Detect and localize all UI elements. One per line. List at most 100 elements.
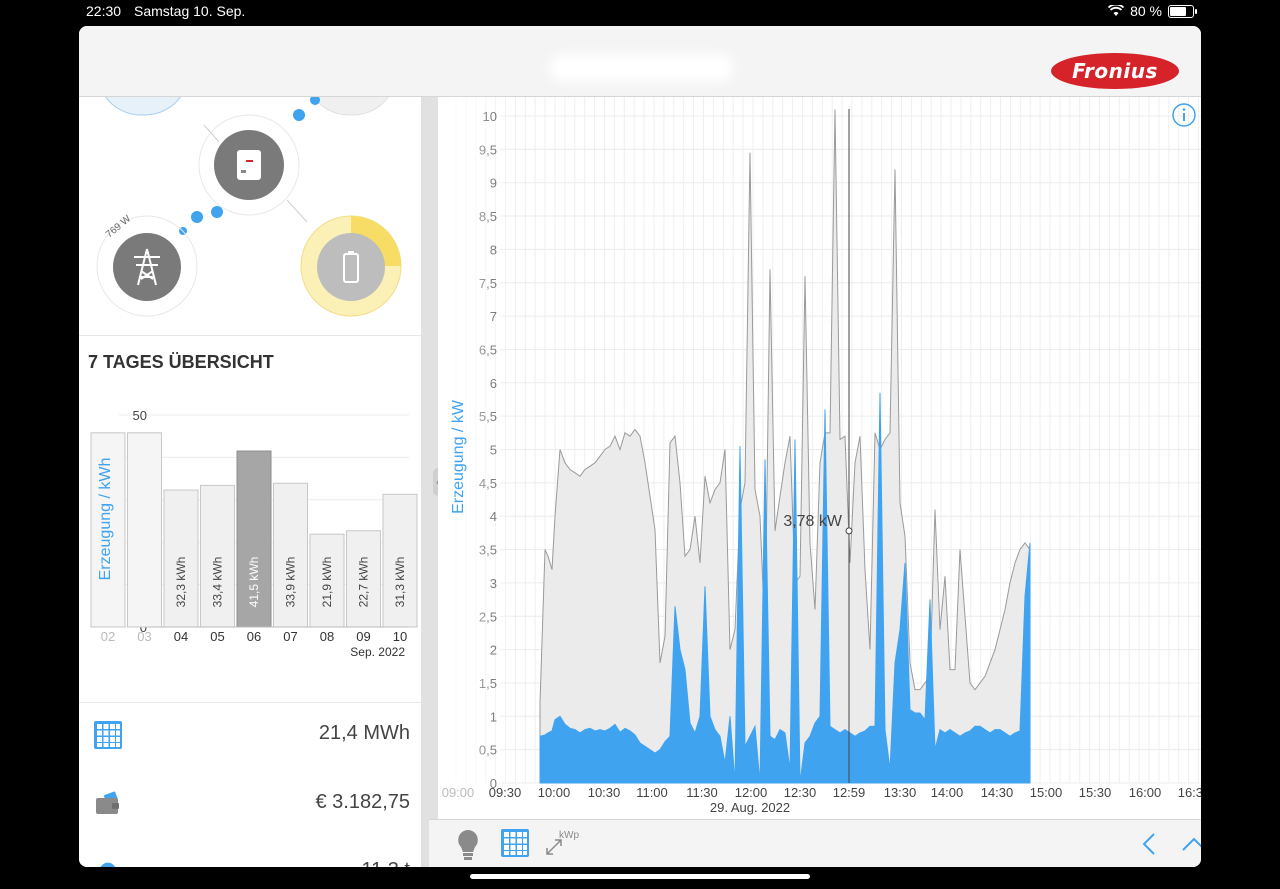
stat-savings-value: € 3.182,75 — [315, 791, 410, 813]
stat-row-energy: 21,4 MWh — [79, 702, 421, 770]
bar-x-tick: 08 — [320, 629, 334, 644]
bar-x-tick: 02 — [101, 629, 115, 644]
inverter-node[interactable] — [214, 130, 284, 200]
bar-month-label: Sep. 2022 — [350, 645, 405, 659]
left-panel: 769 W 7 TAGES ÜBERSICHT 0102030405002030… — [79, 97, 421, 867]
stat-co2-value: 11,3 t — [361, 859, 410, 867]
status-bar: 22:30 Samstag 10. Sep. 80 % — [0, 0, 1280, 22]
left-fade — [438, 97, 518, 819]
chart-x-tick: 16:00 — [1129, 785, 1162, 800]
chart-x-tick: 12:00 — [735, 785, 768, 800]
chart-x-tick: 10:00 — [538, 785, 571, 800]
bar-x-tick: 07 — [283, 629, 297, 644]
chart-x-tick: 09:30 — [489, 785, 522, 800]
stat-row-co2: CO 11,3 t — [79, 839, 421, 867]
overview-title: 7 TAGES ÜBERSICHT — [88, 352, 274, 372]
chart-x-tick: 14:30 — [981, 785, 1014, 800]
wifi-icon — [1108, 5, 1125, 16]
energy-flow[interactable]: 769 W — [79, 97, 421, 335]
bar-x-tick: 09 — [356, 629, 370, 644]
flow-dot — [211, 206, 223, 218]
bar — [90, 432, 126, 628]
info-icon[interactable] — [1171, 102, 1197, 128]
blurred-title — [549, 54, 734, 82]
inverter-icon — [237, 150, 261, 180]
series-total-area — [539, 109, 1031, 784]
bar-y-label: Erzeugung / kWh — [97, 458, 114, 581]
battery-storage-icon — [343, 251, 359, 283]
battery-percent: 80 % — [1130, 3, 1162, 19]
kwp-label: kWp — [559, 830, 579, 841]
home-indicator — [470, 874, 810, 879]
kwp-arrow-icon — [546, 839, 562, 855]
co2-cloud-icon: CO — [100, 862, 117, 867]
chart-x-tick: 11:00 — [636, 785, 668, 800]
chart-x-tick: 12:30 — [784, 785, 817, 800]
top-bar: Fronius — [79, 26, 1201, 97]
solar-panel-icon[interactable] — [500, 828, 530, 858]
status-right: 80 % — [1108, 3, 1197, 19]
chevron-up-icon[interactable] — [1181, 834, 1201, 854]
cursor-value-label: 3,78 kW — [783, 513, 843, 530]
bar-data-label: 32,3 kWh — [174, 557, 188, 608]
bar — [273, 482, 308, 628]
chevron-left-icon[interactable] — [1139, 832, 1159, 856]
power-tower-icon — [134, 248, 160, 286]
battery-node[interactable] — [317, 233, 385, 301]
battery-icon — [1168, 4, 1197, 18]
chart-y-label: Erzeugung / kW — [450, 399, 467, 514]
bar-y-tick: 0 — [140, 620, 147, 635]
flow-dot — [191, 211, 203, 223]
bar — [163, 489, 199, 628]
power-chart[interactable]: 00,511,522,533,544,555,566,577,588,599,5… — [438, 97, 1201, 819]
bar-data-label: 33,4 kWh — [211, 557, 225, 608]
bar — [236, 450, 272, 628]
divider-line — [79, 335, 421, 336]
bar-x-tick: 05 — [210, 629, 224, 644]
series-pv-area — [539, 392, 1031, 784]
bar-data-label: 21,9 kWh — [320, 557, 334, 608]
bar-x-tick: 04 — [174, 629, 188, 644]
solar-panel-icon — [94, 721, 122, 749]
bar-data-label: 31,3 kWh — [393, 557, 407, 608]
kwp-toggle[interactable]: kWp — [545, 830, 579, 858]
bar-data-label: 33,9 kWh — [284, 557, 298, 608]
stat-row-savings: € 3.182,75 — [79, 771, 421, 839]
chart-x-tick: 09:00 — [442, 785, 475, 800]
status-date: Samstag 10. Sep. — [134, 3, 246, 19]
chart-x-tick: 15:30 — [1079, 785, 1112, 800]
chart-date-label: 29. Aug. 2022 — [710, 800, 790, 815]
chart-x-tick: 10:30 — [588, 785, 621, 800]
chart-x-tick: 11:30 — [686, 785, 718, 800]
bar — [309, 533, 345, 628]
cursor-point — [845, 527, 853, 535]
wallet-icon — [96, 791, 119, 814]
chart-x-tick: 14:00 — [931, 785, 964, 800]
bar-data-label: 22,7 kWh — [357, 557, 371, 608]
bar-data-label: 41,5 kWh — [247, 557, 261, 608]
flow-dot — [293, 109, 305, 121]
panel-divider[interactable] — [421, 97, 438, 867]
status-time: 22:30 — [86, 3, 122, 19]
chart-x-tick: 12:59 — [833, 785, 866, 800]
bar — [346, 530, 381, 628]
bar-x-tick: 03 — [137, 629, 151, 644]
divider-line — [79, 702, 421, 703]
app-window: Fronius — [79, 26, 1201, 867]
bar-y-tick: 50 — [133, 408, 147, 423]
chart-x-tick: 15:00 — [1030, 785, 1063, 800]
stat-energy-value: 21,4 MWh — [318, 722, 410, 744]
bar — [127, 432, 162, 628]
bottom-toolbar: kWp — [429, 819, 1201, 867]
chart-x-tick: 13:30 — [884, 785, 917, 800]
chart-x-tick: 16:30 — [1178, 785, 1201, 800]
lightbulb-icon[interactable] — [455, 828, 481, 862]
flow-dot — [310, 97, 320, 105]
bar-x-tick: 10 — [393, 629, 407, 644]
power-chart-panel: 00,511,522,533,544,555,566,577,588,599,5… — [438, 97, 1201, 819]
bar — [200, 484, 235, 628]
grid-node[interactable] — [113, 233, 181, 301]
bar-x-tick: 06 — [247, 629, 261, 644]
fronius-logo: Fronius — [1051, 53, 1179, 89]
